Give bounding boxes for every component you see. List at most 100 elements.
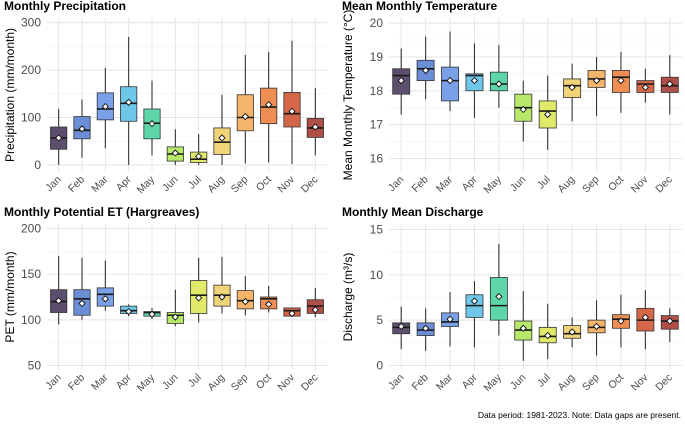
box-aug xyxy=(213,256,231,314)
mean-marker xyxy=(592,322,601,331)
box-sep xyxy=(236,276,254,316)
x-tick-label: Jun xyxy=(160,174,181,195)
mean-marker xyxy=(288,309,296,318)
mean-marker xyxy=(241,297,249,306)
mean-marker xyxy=(171,149,179,157)
x-tick-label: Aug xyxy=(205,372,227,394)
box-feb xyxy=(416,308,435,351)
box-oct xyxy=(260,52,278,163)
y-tick-label: 100 xyxy=(21,313,41,327)
box-jun xyxy=(514,80,533,142)
x-tick-label: May xyxy=(135,371,158,394)
mean-marker xyxy=(265,300,273,308)
y-tick-label: 15 xyxy=(370,222,384,236)
x-tick-label: Sep xyxy=(229,372,251,394)
mean-marker xyxy=(446,315,454,323)
x-tick-label: Apr xyxy=(460,371,480,391)
x-tick-label: Nov xyxy=(629,173,651,195)
mean-marker xyxy=(397,76,405,85)
x-tick-label: Mar xyxy=(89,371,111,393)
mean-marker xyxy=(195,294,203,302)
mean-marker xyxy=(218,293,226,301)
box-may xyxy=(143,80,161,156)
panel-title: Monthly Potential ET (Hargreaves) xyxy=(4,205,199,219)
mean-marker xyxy=(241,112,249,121)
box-mar xyxy=(441,292,459,347)
mean-marker xyxy=(617,76,625,85)
box-jul xyxy=(538,303,557,360)
x-tick-label: Dec xyxy=(653,174,675,196)
mean-marker xyxy=(470,76,479,85)
x-tick-label: Mar xyxy=(434,371,456,393)
box-nov xyxy=(283,40,301,164)
box-jan xyxy=(50,108,68,165)
mean-marker xyxy=(397,322,405,331)
x-tick-label: Jul xyxy=(535,372,553,390)
x-tick-label: Oct xyxy=(606,372,626,392)
x-tick-label: May xyxy=(481,173,504,196)
y-tick-label: 20 xyxy=(370,16,384,30)
box-jan xyxy=(50,255,68,325)
mean-marker xyxy=(218,134,226,142)
mean-marker xyxy=(666,80,674,88)
x-tick-label: Jul xyxy=(186,372,204,390)
x-tick-label: Dec xyxy=(299,372,321,394)
box-aug xyxy=(563,317,582,348)
mean-marker xyxy=(666,317,674,325)
box-jun xyxy=(166,289,184,327)
x-tick-label: Mar xyxy=(89,173,111,195)
box-may xyxy=(489,45,508,108)
caption: Data period: 1981-2023. Note: Data gaps … xyxy=(478,410,681,420)
y-axis-label: Mean Monthly Temperature (°C) xyxy=(341,10,355,181)
x-tick-label: Feb xyxy=(409,372,430,393)
mean-marker xyxy=(78,125,86,133)
box-oct xyxy=(612,294,630,348)
x-tick-label: Feb xyxy=(409,174,430,195)
box-apr xyxy=(120,36,138,165)
y-tick-label: 10 xyxy=(370,268,384,282)
y-tick-label: 5 xyxy=(376,313,383,327)
box-apr xyxy=(120,304,138,317)
x-tick-label: Oct xyxy=(254,372,274,392)
x-tick-label: Feb xyxy=(66,174,87,195)
mean-marker xyxy=(470,297,479,305)
box-sep xyxy=(587,300,606,356)
mean-marker xyxy=(195,152,203,160)
mean-marker xyxy=(495,80,503,88)
x-tick-label: May xyxy=(481,371,504,394)
box-jul xyxy=(190,257,208,323)
box-jun xyxy=(514,291,533,361)
mean-marker xyxy=(641,83,650,92)
box-nov xyxy=(636,290,655,350)
x-tick-label: Nov xyxy=(629,371,651,393)
panel-title: Monthly Mean Discharge xyxy=(342,205,484,219)
y-tick-label: 50 xyxy=(28,358,42,372)
box-feb xyxy=(73,99,91,158)
box-oct xyxy=(612,51,630,113)
y-tick-label: 100 xyxy=(21,111,41,125)
box-body xyxy=(236,94,254,132)
x-tick-label: Apr xyxy=(460,173,480,193)
mean-marker xyxy=(101,295,109,303)
x-tick-label: Aug xyxy=(556,372,578,394)
box-nov xyxy=(283,307,301,318)
mean-marker xyxy=(148,310,156,318)
box-dec xyxy=(306,287,324,318)
mean-marker xyxy=(288,107,296,115)
x-tick-label: Jan xyxy=(43,174,64,195)
x-tick-label: Jun xyxy=(508,174,529,195)
y-axis-label: PET (mm/month) xyxy=(3,251,17,342)
x-tick-label: Jan xyxy=(43,372,64,393)
x-tick-label: Sep xyxy=(580,174,602,196)
y-tick-label: 17 xyxy=(370,118,384,132)
x-tick-label: Oct xyxy=(254,174,274,194)
mean-marker xyxy=(617,317,625,325)
y-tick-label: 200 xyxy=(21,222,41,236)
plot-area xyxy=(389,224,682,370)
box-dec xyxy=(306,88,324,156)
box-aug xyxy=(213,94,231,165)
mean-marker xyxy=(311,306,319,314)
y-tick-label: 150 xyxy=(21,267,41,281)
